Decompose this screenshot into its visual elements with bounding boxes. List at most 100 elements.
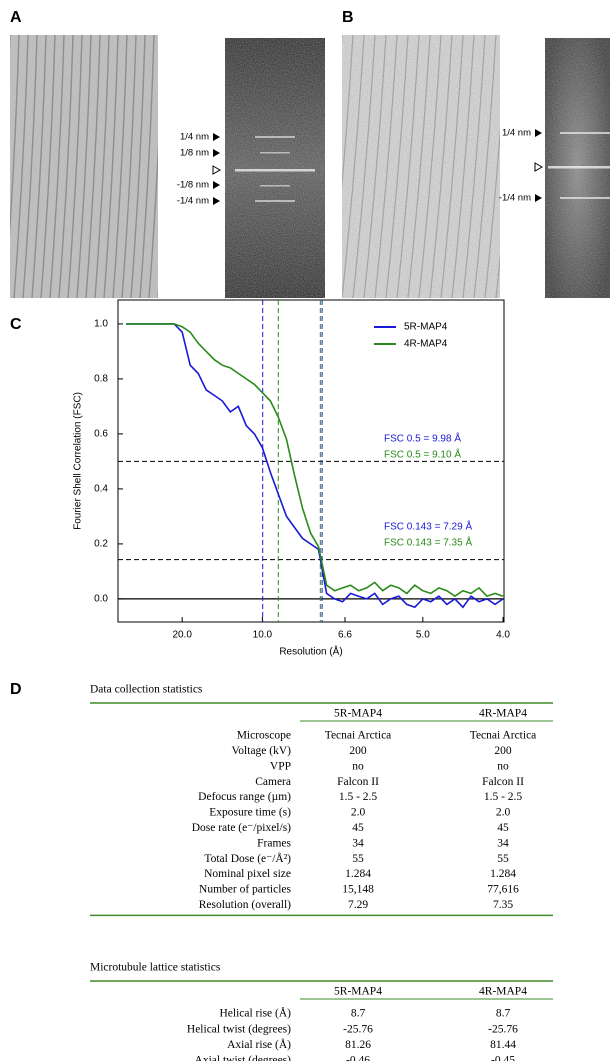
cell: Tecnai Arctica xyxy=(325,730,392,742)
marker-arrow xyxy=(213,197,220,205)
cell: Tecnai Arctica xyxy=(470,730,537,742)
cell: -0.46 xyxy=(346,1055,370,1061)
row-label: Resolution (overall) xyxy=(199,899,291,911)
micrograph xyxy=(342,35,500,298)
table-title: Data collection statistics xyxy=(90,684,203,696)
panel-label: C xyxy=(10,316,22,333)
row-label: Voltage (kV) xyxy=(231,745,291,757)
y-tick-label: 0.8 xyxy=(94,374,108,385)
row-label: Axial rise (Å) xyxy=(227,1037,291,1051)
legend-label: 4R-MAP4 xyxy=(404,339,448,350)
cell: Falcon II xyxy=(337,776,379,788)
cell: 55 xyxy=(352,853,364,865)
x-axis-title: Resolution (Å) xyxy=(279,645,342,658)
marker-arrow xyxy=(535,129,542,137)
y-tick-label: 0.6 xyxy=(94,429,108,440)
power-spectrum xyxy=(545,38,610,298)
column-header: 4R-MAP4 xyxy=(479,986,527,998)
spectrum-label: -1/4 nm xyxy=(177,196,209,207)
y-tick-label: 0.2 xyxy=(94,539,108,550)
row-label: Helical twist (degrees) xyxy=(187,1023,291,1035)
cell: 200 xyxy=(349,745,367,757)
cell: no xyxy=(352,760,364,772)
column-header: 5R-MAP4 xyxy=(334,708,382,720)
x-tick-label: 5.0 xyxy=(416,630,430,641)
row-label: Number of particles xyxy=(199,884,291,896)
panel-label: B xyxy=(342,9,354,26)
fsc-curve xyxy=(126,323,504,598)
cell: no xyxy=(497,760,509,772)
fsc-chart: 0.0 0.2 0.4 0.6 0.8 1.0 20.0 10.0 6.6 5.0 4.0 Resol… xyxy=(73,299,510,658)
cell: 8.7 xyxy=(351,1008,366,1020)
row-label: Helical rise (Å) xyxy=(219,1006,291,1020)
cell: Falcon II xyxy=(482,776,524,788)
row-label: Total Dose (e⁻/Å²) xyxy=(204,851,291,865)
marker-arrow xyxy=(213,149,220,157)
annotation: FSC 0.143 = 7.29 Å xyxy=(384,520,472,533)
cell: 8.7 xyxy=(496,1008,511,1020)
micrograph xyxy=(10,35,158,298)
cell: 1.5 - 2.5 xyxy=(339,791,378,803)
spectrum-label: -1/4 nm xyxy=(499,193,531,204)
column-header: 5R-MAP4 xyxy=(334,986,382,998)
marker-arrow xyxy=(535,194,542,202)
cell: 45 xyxy=(497,822,509,834)
cell: -25.76 xyxy=(488,1023,518,1035)
spectrum-label: 1/4 nm xyxy=(180,132,209,143)
legend-label: 5R-MAP4 xyxy=(404,322,448,333)
cell: 45 xyxy=(352,822,364,834)
spectrum-label: 1/4 nm xyxy=(502,128,531,139)
y-tick-label: 0.4 xyxy=(94,484,108,495)
cell: 7.29 xyxy=(348,899,368,911)
cell: 77,616 xyxy=(487,884,519,896)
y-tick-label: 1.0 xyxy=(94,319,108,330)
fsc-curve xyxy=(126,323,504,609)
cell: -25.76 xyxy=(343,1023,373,1035)
cell: 1.284 xyxy=(490,868,516,880)
row-label: Axial twist (degrees) xyxy=(195,1055,292,1061)
cell: 55 xyxy=(497,853,509,865)
cell: 1.284 xyxy=(345,868,371,880)
cell: 81.26 xyxy=(345,1039,371,1051)
center-marker xyxy=(534,162,544,172)
annotation: FSC 0.5 = 9.98 Å xyxy=(384,432,461,445)
power-spectrum xyxy=(225,38,325,298)
spectrum-label: 1/8 nm xyxy=(180,148,209,159)
annotation: FSC 0.143 = 7.35 Å xyxy=(384,536,472,549)
row-label: Microscope xyxy=(237,730,291,742)
cell: 1.5 - 2.5 xyxy=(484,791,523,803)
column-header: 4R-MAP4 xyxy=(479,708,527,720)
row-label: Defocus range (µm) xyxy=(198,791,291,803)
x-tick-label: 20.0 xyxy=(172,630,192,641)
row-label: VPP xyxy=(270,760,291,772)
center-marker xyxy=(212,165,222,175)
panel-label: A xyxy=(10,9,22,26)
row-label: Dose rate (e⁻/pixel/s) xyxy=(192,822,291,834)
panel-label: D xyxy=(10,681,22,698)
x-tick-label: 4.0 xyxy=(496,630,510,641)
cell: 2.0 xyxy=(496,807,511,819)
cell: 2.0 xyxy=(351,807,366,819)
row-label: Nominal pixel size xyxy=(204,868,291,880)
cell: 15,148 xyxy=(342,884,374,896)
x-tick-label: 10.0 xyxy=(253,630,273,641)
tables: Data collection statistics 5R-MAP4 4R-MAP4… xyxy=(90,684,553,1061)
spectrum-label: -1/8 nm xyxy=(177,180,209,191)
cell: 34 xyxy=(497,837,509,849)
marker-arrow xyxy=(213,133,220,141)
annotation: FSC 0.5 = 9.10 Å xyxy=(384,448,461,461)
cell: 81.44 xyxy=(490,1039,516,1051)
marker-arrow xyxy=(213,181,220,189)
cell: 34 xyxy=(352,837,364,849)
cell: -0.45 xyxy=(491,1055,515,1061)
cell: 200 xyxy=(494,745,512,757)
row-label: Camera xyxy=(255,776,291,788)
cell: 7.35 xyxy=(493,899,513,911)
row-label: Frames xyxy=(257,837,291,849)
row-label: Exposure time (s) xyxy=(209,807,291,819)
x-tick-label: 6.6 xyxy=(338,630,352,641)
y-axis-title: Fourier Shell Correlation (FSC) xyxy=(73,392,84,530)
y-tick-label: 0.0 xyxy=(94,594,108,605)
table-title: Microtubule lattice statistics xyxy=(90,962,221,974)
